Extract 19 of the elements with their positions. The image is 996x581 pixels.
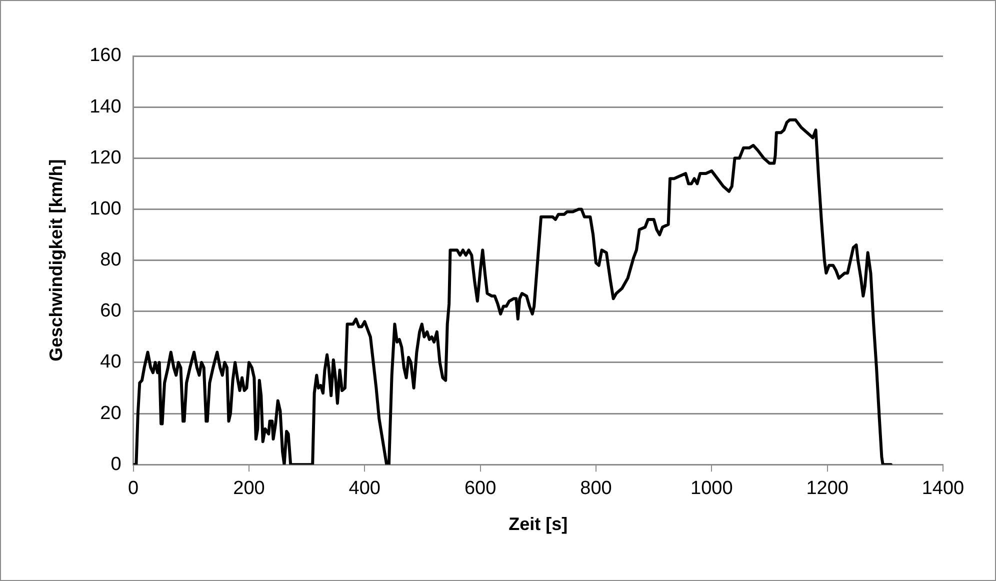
y-tick-label: 120 <box>90 147 122 168</box>
y-tick-label: 40 <box>100 352 122 373</box>
y-tick-label: 100 <box>90 198 122 220</box>
y-tick-label: 160 <box>90 45 122 66</box>
x-tick-label: 1000 <box>690 478 733 500</box>
x-tick-label: 0 <box>128 478 139 500</box>
y-tick-label: 20 <box>100 402 122 424</box>
y-tick-label: 60 <box>100 300 122 322</box>
x-tick-label: 400 <box>348 478 380 500</box>
x-tick-label: 200 <box>233 478 265 500</box>
y-tick-label: 140 <box>90 96 122 118</box>
y-axis-title: Geschwindigkeit [km/h] <box>46 159 66 362</box>
x-axis-title: Zeit [s] <box>508 514 568 534</box>
y-tick-label: 0 <box>110 454 122 475</box>
x-tick-label: 1200 <box>806 478 848 500</box>
x-tick-label: 800 <box>580 478 612 500</box>
x-tick-label: 1400 <box>922 478 964 500</box>
x-tick-label: 600 <box>464 478 496 500</box>
y-tick-label: 80 <box>100 250 122 271</box>
